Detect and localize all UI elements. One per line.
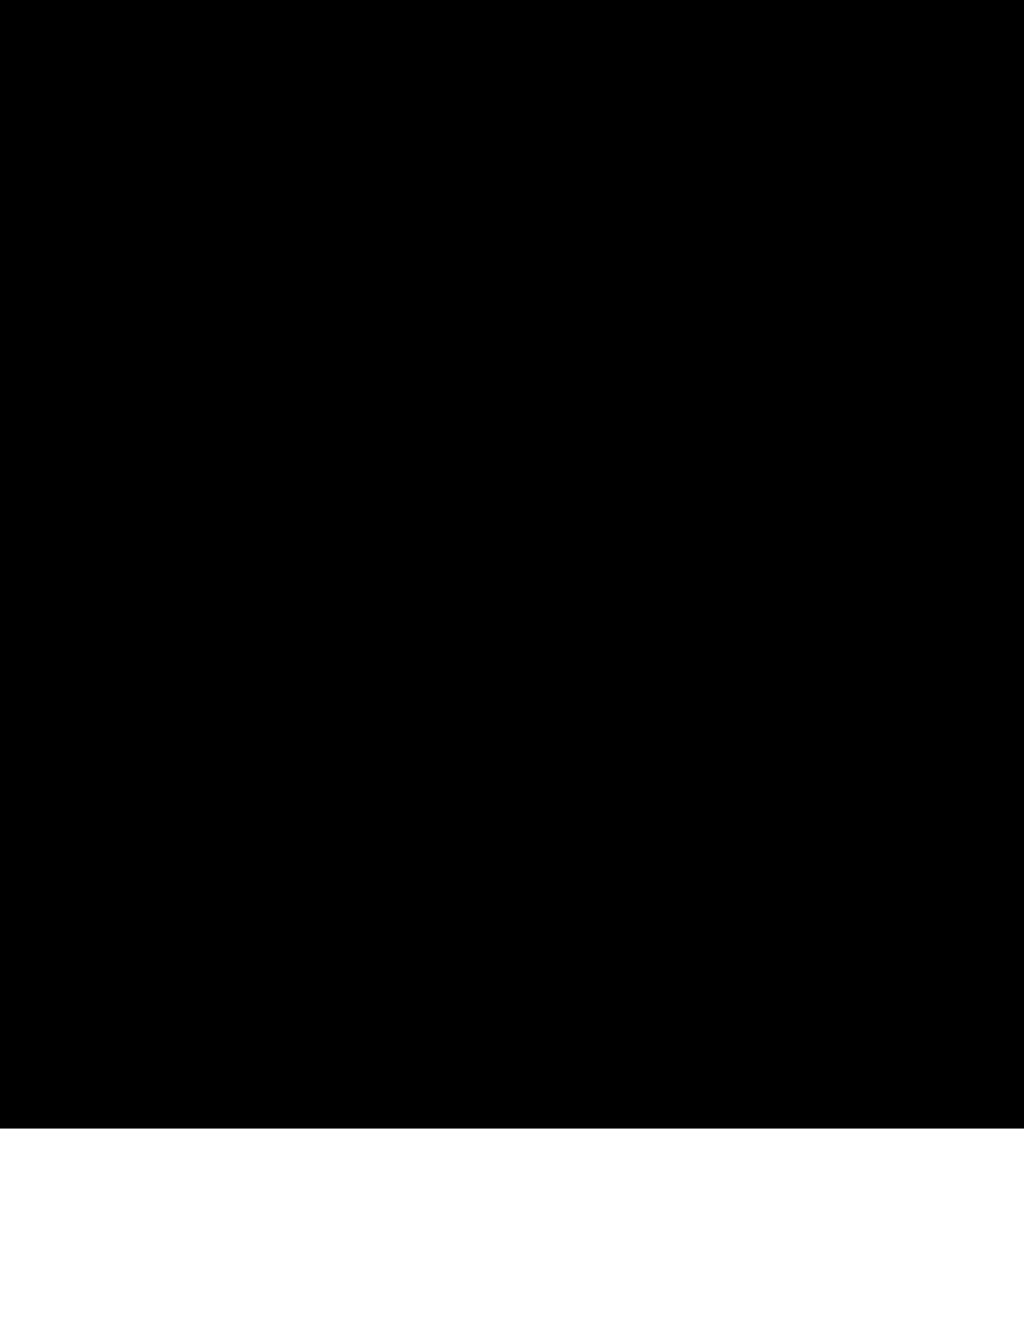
Text: US 2011/0069624 A1: US 2011/0069624 A1 bbox=[740, 181, 896, 194]
Text: ULb: ULb bbox=[621, 467, 647, 480]
Text: DUTa: DUTa bbox=[423, 417, 459, 430]
Text: DUTd: DUTd bbox=[426, 671, 464, 684]
Text: 115d: 115d bbox=[482, 647, 514, 660]
Text: Mar. 24, 2011  Sheet 2 of 5: Mar. 24, 2011 Sheet 2 of 5 bbox=[360, 181, 561, 194]
Text: T2: T2 bbox=[611, 395, 628, 407]
Bar bbox=[475, 411, 514, 437]
Bar bbox=[372, 664, 411, 689]
Text: ...: ... bbox=[232, 615, 250, 634]
Text: ULc: ULc bbox=[370, 618, 395, 631]
Text: 115c: 115c bbox=[367, 634, 397, 647]
Bar bbox=[321, 379, 342, 507]
Text: ULd: ULd bbox=[485, 671, 512, 684]
Bar bbox=[508, 461, 547, 487]
Text: SW: SW bbox=[578, 643, 599, 656]
Text: ...: ... bbox=[729, 498, 746, 515]
Text: 111b: 111b bbox=[592, 718, 625, 731]
Text: 100a: 100a bbox=[267, 756, 299, 770]
Text: 113c: 113c bbox=[260, 634, 291, 647]
Bar bbox=[621, 630, 666, 668]
Text: 117: 117 bbox=[632, 611, 655, 624]
Bar bbox=[306, 611, 351, 638]
Text: 11a: 11a bbox=[244, 483, 267, 496]
Text: SW: SW bbox=[321, 516, 342, 529]
Text: DL: DL bbox=[518, 467, 537, 480]
Text: 13: 13 bbox=[300, 363, 316, 376]
Text: ULa: ULa bbox=[481, 417, 508, 430]
Text: 115a: 115a bbox=[479, 395, 510, 407]
Text: T1: T1 bbox=[433, 437, 450, 449]
Text: 14c: 14c bbox=[317, 634, 340, 647]
Text: ...: ... bbox=[182, 590, 200, 607]
Text: ...: ... bbox=[657, 465, 675, 483]
Text: FIG. 2: FIG. 2 bbox=[495, 804, 555, 822]
Text: 14a: 14a bbox=[429, 395, 453, 407]
Text: DL: DL bbox=[266, 618, 285, 631]
Text: Patent Application Publication: Patent Application Publication bbox=[186, 181, 413, 194]
Bar bbox=[614, 461, 653, 487]
Text: T3: T3 bbox=[321, 582, 337, 595]
Bar bbox=[419, 411, 464, 437]
Text: 12: 12 bbox=[232, 380, 248, 393]
Text: 112a: 112a bbox=[315, 363, 347, 376]
Text: 14d: 14d bbox=[433, 647, 457, 660]
Bar bbox=[362, 611, 401, 638]
Text: ...: ... bbox=[182, 581, 200, 598]
Text: DL: DL bbox=[379, 417, 397, 430]
Bar bbox=[687, 626, 735, 673]
Bar bbox=[206, 397, 275, 482]
Text: 113b: 113b bbox=[511, 444, 543, 457]
Text: 16: 16 bbox=[703, 606, 720, 619]
Text: ...: ... bbox=[348, 668, 366, 685]
Text: VSA: VSA bbox=[694, 640, 729, 657]
Text: 113a: 113a bbox=[372, 395, 403, 407]
Text: 11b: 11b bbox=[716, 675, 739, 688]
Text: DUTc: DUTc bbox=[311, 618, 346, 631]
Bar bbox=[369, 411, 407, 437]
Bar bbox=[479, 664, 518, 689]
Text: $T_{total}\geq\sum T_{1-4}$: $T_{total}\geq\sum T_{1-4}$ bbox=[592, 737, 688, 758]
Text: T4: T4 bbox=[437, 700, 454, 713]
Text: 116a: 116a bbox=[572, 566, 604, 579]
Bar bbox=[578, 586, 599, 713]
Text: 115b: 115b bbox=[618, 444, 650, 457]
Bar bbox=[558, 461, 603, 487]
Text: 113d: 113d bbox=[376, 647, 408, 660]
Text: DL: DL bbox=[382, 671, 400, 684]
Text: VSG: VSG bbox=[222, 430, 259, 447]
Bar bbox=[256, 611, 295, 638]
Text: 14b: 14b bbox=[568, 444, 593, 457]
Text: ULa-d: ULa-d bbox=[624, 643, 663, 656]
Text: ...: ... bbox=[729, 488, 746, 506]
Bar bbox=[423, 664, 467, 689]
Text: DUTb: DUTb bbox=[562, 467, 599, 480]
Text: 111a: 111a bbox=[335, 511, 367, 524]
